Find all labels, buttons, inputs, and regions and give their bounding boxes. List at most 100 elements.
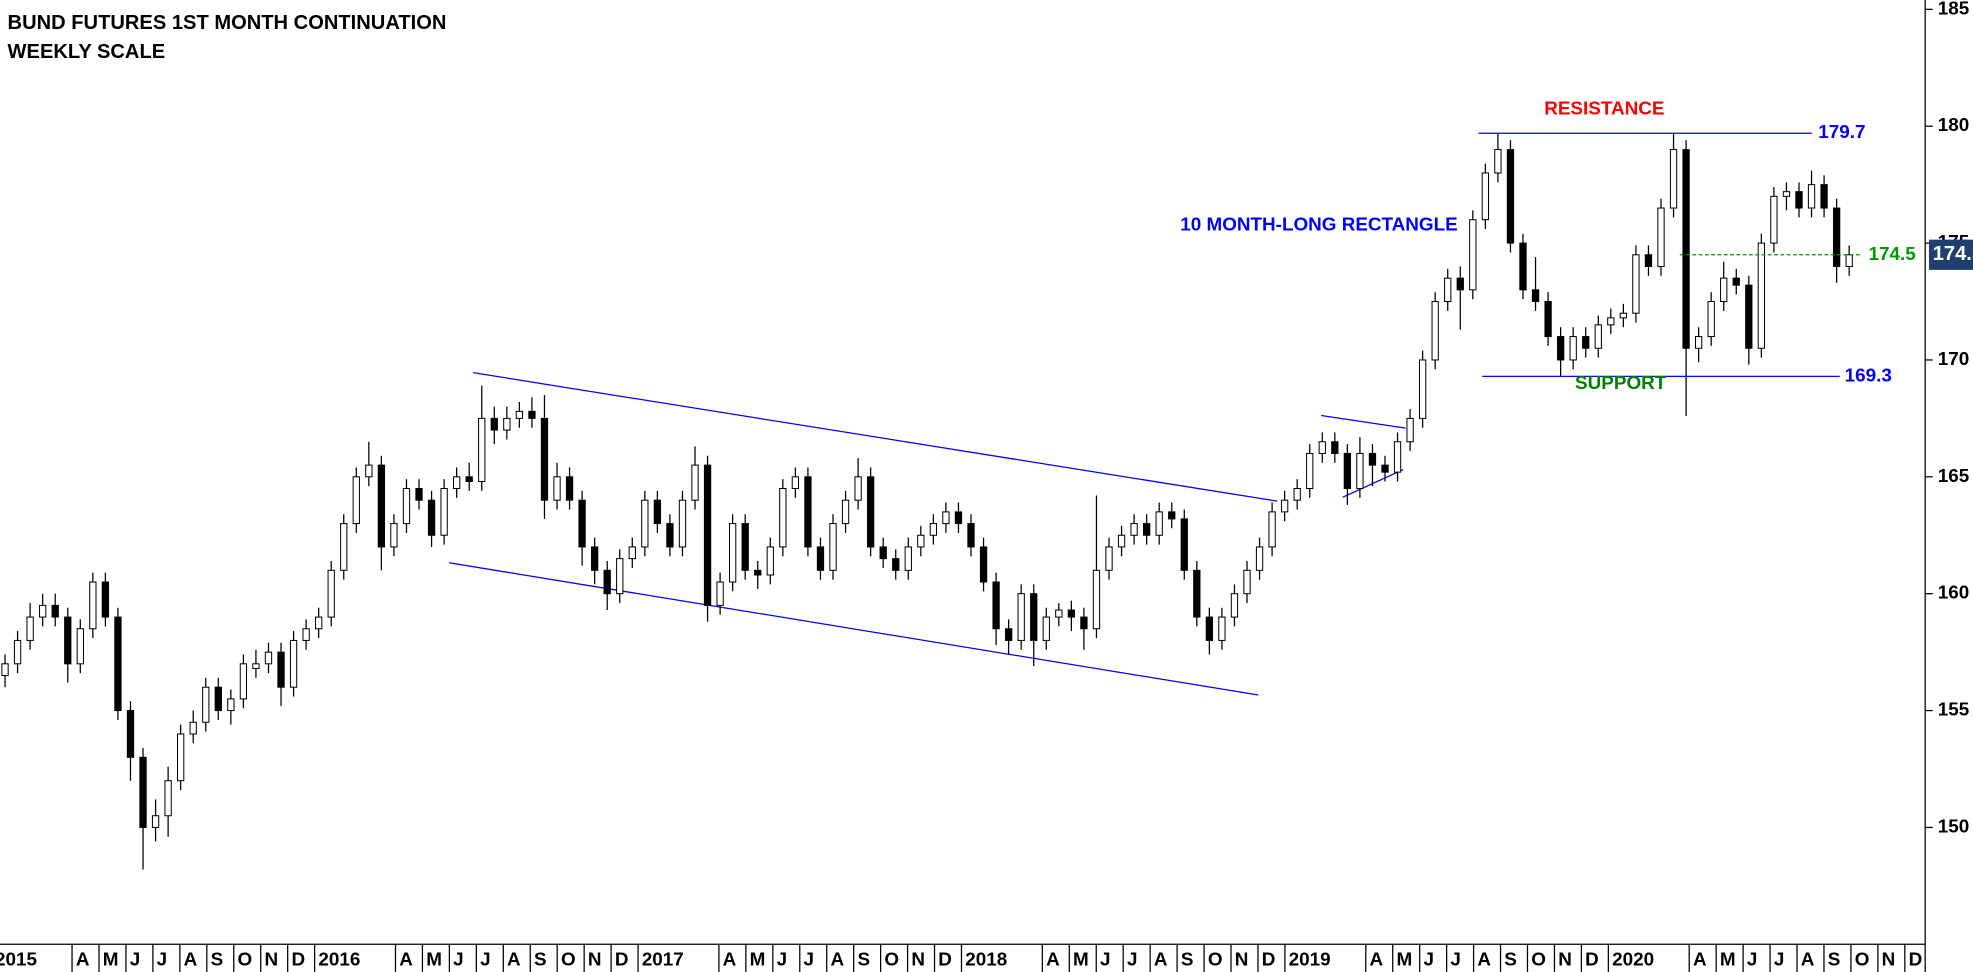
x-tick-label: A <box>399 950 413 971</box>
candle-body <box>39 604 47 618</box>
x-tick-label: 2017 <box>642 950 684 971</box>
candle-body <box>1720 277 1728 303</box>
candle-body <box>1205 616 1214 641</box>
candle-body <box>13 639 22 665</box>
candle-body <box>1080 616 1088 630</box>
candle-body <box>1519 242 1527 291</box>
x-tick-label: J <box>130 950 140 971</box>
candle-body <box>1757 242 1766 349</box>
candle-body <box>1180 518 1188 571</box>
candle-body <box>1356 452 1364 490</box>
level-label: 179.7 <box>1818 122 1865 143</box>
candle-body <box>691 464 699 501</box>
candle-body <box>1331 441 1339 454</box>
candle-body <box>1444 277 1452 303</box>
candle-body <box>1544 301 1552 338</box>
candle-body <box>1243 569 1251 595</box>
x-tick-label: S <box>1181 950 1194 971</box>
x-tick-label: S <box>211 950 224 971</box>
x-tick-label: J <box>1127 950 1137 971</box>
candle-body <box>1105 546 1113 571</box>
candle-body <box>729 523 737 583</box>
x-tick-label: A <box>830 950 844 971</box>
x-tick-label: M <box>103 950 119 971</box>
candle-body <box>89 581 97 630</box>
candle-body <box>603 569 611 595</box>
candle-body <box>1343 452 1352 490</box>
y-tick-label: 170 <box>1938 349 1969 370</box>
x-tick-label: N <box>588 950 602 971</box>
candle-body <box>503 417 511 431</box>
x-tick-label: D <box>615 950 629 971</box>
candle-body <box>954 511 963 525</box>
candle-body <box>302 628 310 641</box>
candle-body <box>653 499 662 525</box>
x-tick-label: O <box>1855 950 1870 971</box>
candle-body <box>227 698 235 712</box>
y-tick-label: 155 <box>1938 700 1969 721</box>
x-tick-label: N <box>1882 950 1896 971</box>
x-tick-label: M <box>1397 950 1413 971</box>
x-tick-label: J <box>1774 950 1784 971</box>
x-tick-label: S <box>1828 950 1841 971</box>
x-tick-label: A <box>507 950 521 971</box>
candle-body <box>791 476 800 490</box>
candle-body <box>1393 441 1402 473</box>
candle-body <box>126 710 135 758</box>
candle-body <box>1017 593 1025 641</box>
candle-body <box>1418 359 1427 419</box>
candle-body <box>1255 546 1264 571</box>
candle-body <box>1594 324 1602 349</box>
candle-body <box>967 523 975 548</box>
candle-body <box>1732 277 1740 286</box>
candle-body <box>1406 417 1414 443</box>
candle-body <box>1569 336 1577 361</box>
last-price-label: 174.5 <box>1933 243 1973 265</box>
candle-body <box>490 417 498 431</box>
x-tick-label: 2018 <box>965 950 1007 971</box>
candle-body <box>1381 464 1389 473</box>
candle-body <box>1582 336 1590 349</box>
candle-body <box>553 476 561 501</box>
candle-body <box>1807 184 1816 209</box>
x-tick-label: O <box>884 950 899 971</box>
candle-body <box>641 499 649 548</box>
level-label: 169.3 <box>1845 365 1892 386</box>
candle-body <box>565 476 574 501</box>
candle-body <box>177 733 185 782</box>
candle-body <box>703 464 712 606</box>
candle-body <box>917 534 925 548</box>
candle-body <box>1130 523 1138 536</box>
x-tick-label: D <box>938 950 952 971</box>
candle-body <box>76 628 84 665</box>
candle-body <box>1004 628 1013 641</box>
x-tick-label: A <box>1693 950 1707 971</box>
level-note: RESISTANCE <box>1544 99 1664 120</box>
candle-body <box>867 476 875 548</box>
candle-body <box>164 780 172 817</box>
candle-body <box>666 523 674 548</box>
candle-body <box>829 523 837 571</box>
candle-body <box>904 546 912 571</box>
candle-body <box>315 616 323 630</box>
x-tick-label: M <box>750 950 766 971</box>
candle-body <box>1469 219 1477 291</box>
candle-body <box>202 686 210 723</box>
candle-body <box>1481 172 1490 221</box>
candle-body <box>1193 569 1201 618</box>
x-tick-label: 2020 <box>1612 950 1654 971</box>
trend-lines <box>449 372 1406 696</box>
candle-body <box>1607 317 1615 326</box>
candle-body <box>854 476 862 501</box>
candle-body <box>1632 254 1640 314</box>
candle-body <box>1155 511 1163 536</box>
y-tick-label: 180 <box>1938 115 1969 136</box>
channel-bottom <box>449 562 1259 696</box>
candle-body <box>1820 184 1828 209</box>
candle-body <box>892 558 900 571</box>
x-tick-label: D <box>291 950 305 971</box>
candle-body <box>741 523 749 571</box>
x-tick-label: A <box>1801 950 1815 971</box>
candle-body <box>841 499 850 525</box>
